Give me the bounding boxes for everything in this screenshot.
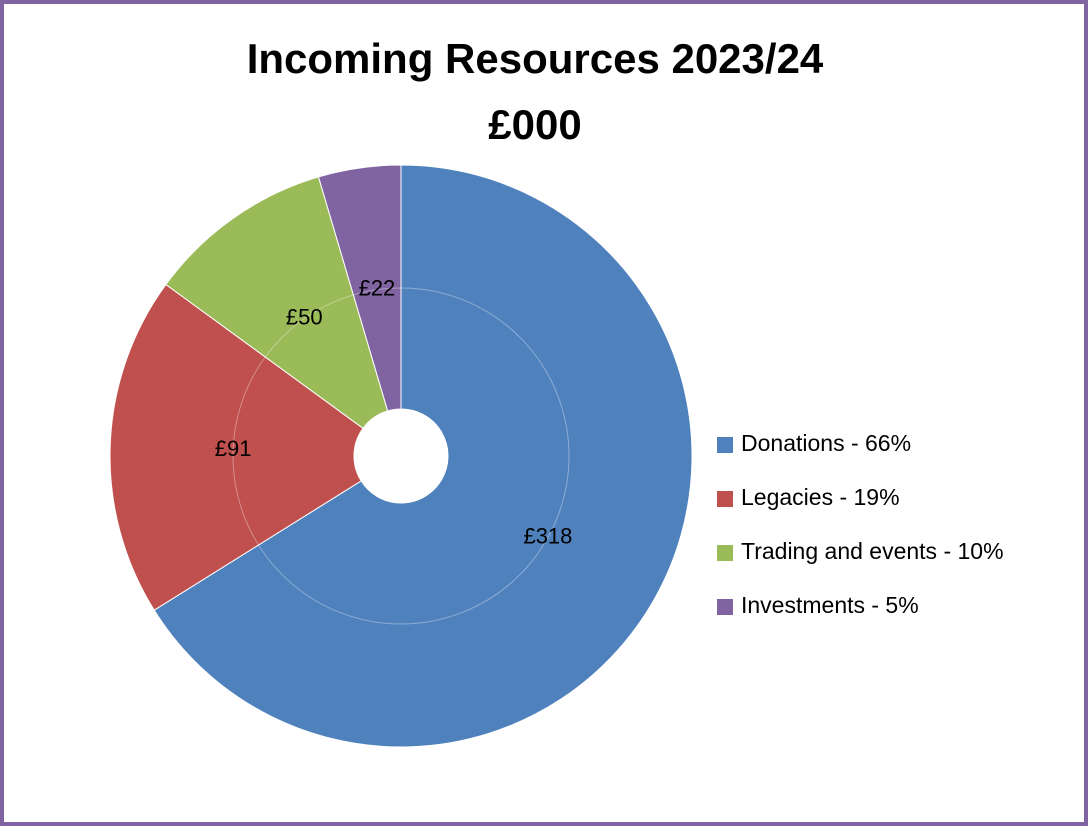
legend-swatch <box>717 437 733 453</box>
value-label: £318 <box>523 523 572 548</box>
value-label: £22 <box>359 276 396 301</box>
chart-title: Incoming Resources 2023/24 <box>247 35 824 82</box>
slice <box>153 164 693 748</box>
inner-ring <box>232 287 570 625</box>
legend-label: Legacies - 19% <box>741 484 900 510</box>
slice <box>317 164 402 412</box>
chart-subtitle: £000 <box>488 101 581 148</box>
legend-swatch <box>717 599 733 615</box>
value-label: £50 <box>286 304 323 329</box>
legend-label: Investments - 5% <box>741 592 919 618</box>
legend-swatch <box>717 491 733 507</box>
slice <box>165 176 389 429</box>
value-label: £91 <box>215 436 252 461</box>
legend-swatch <box>717 545 733 561</box>
legend-label: Trading and events - 10% <box>741 538 1004 564</box>
slice <box>109 283 364 611</box>
legend-label: Donations - 66% <box>741 430 911 456</box>
